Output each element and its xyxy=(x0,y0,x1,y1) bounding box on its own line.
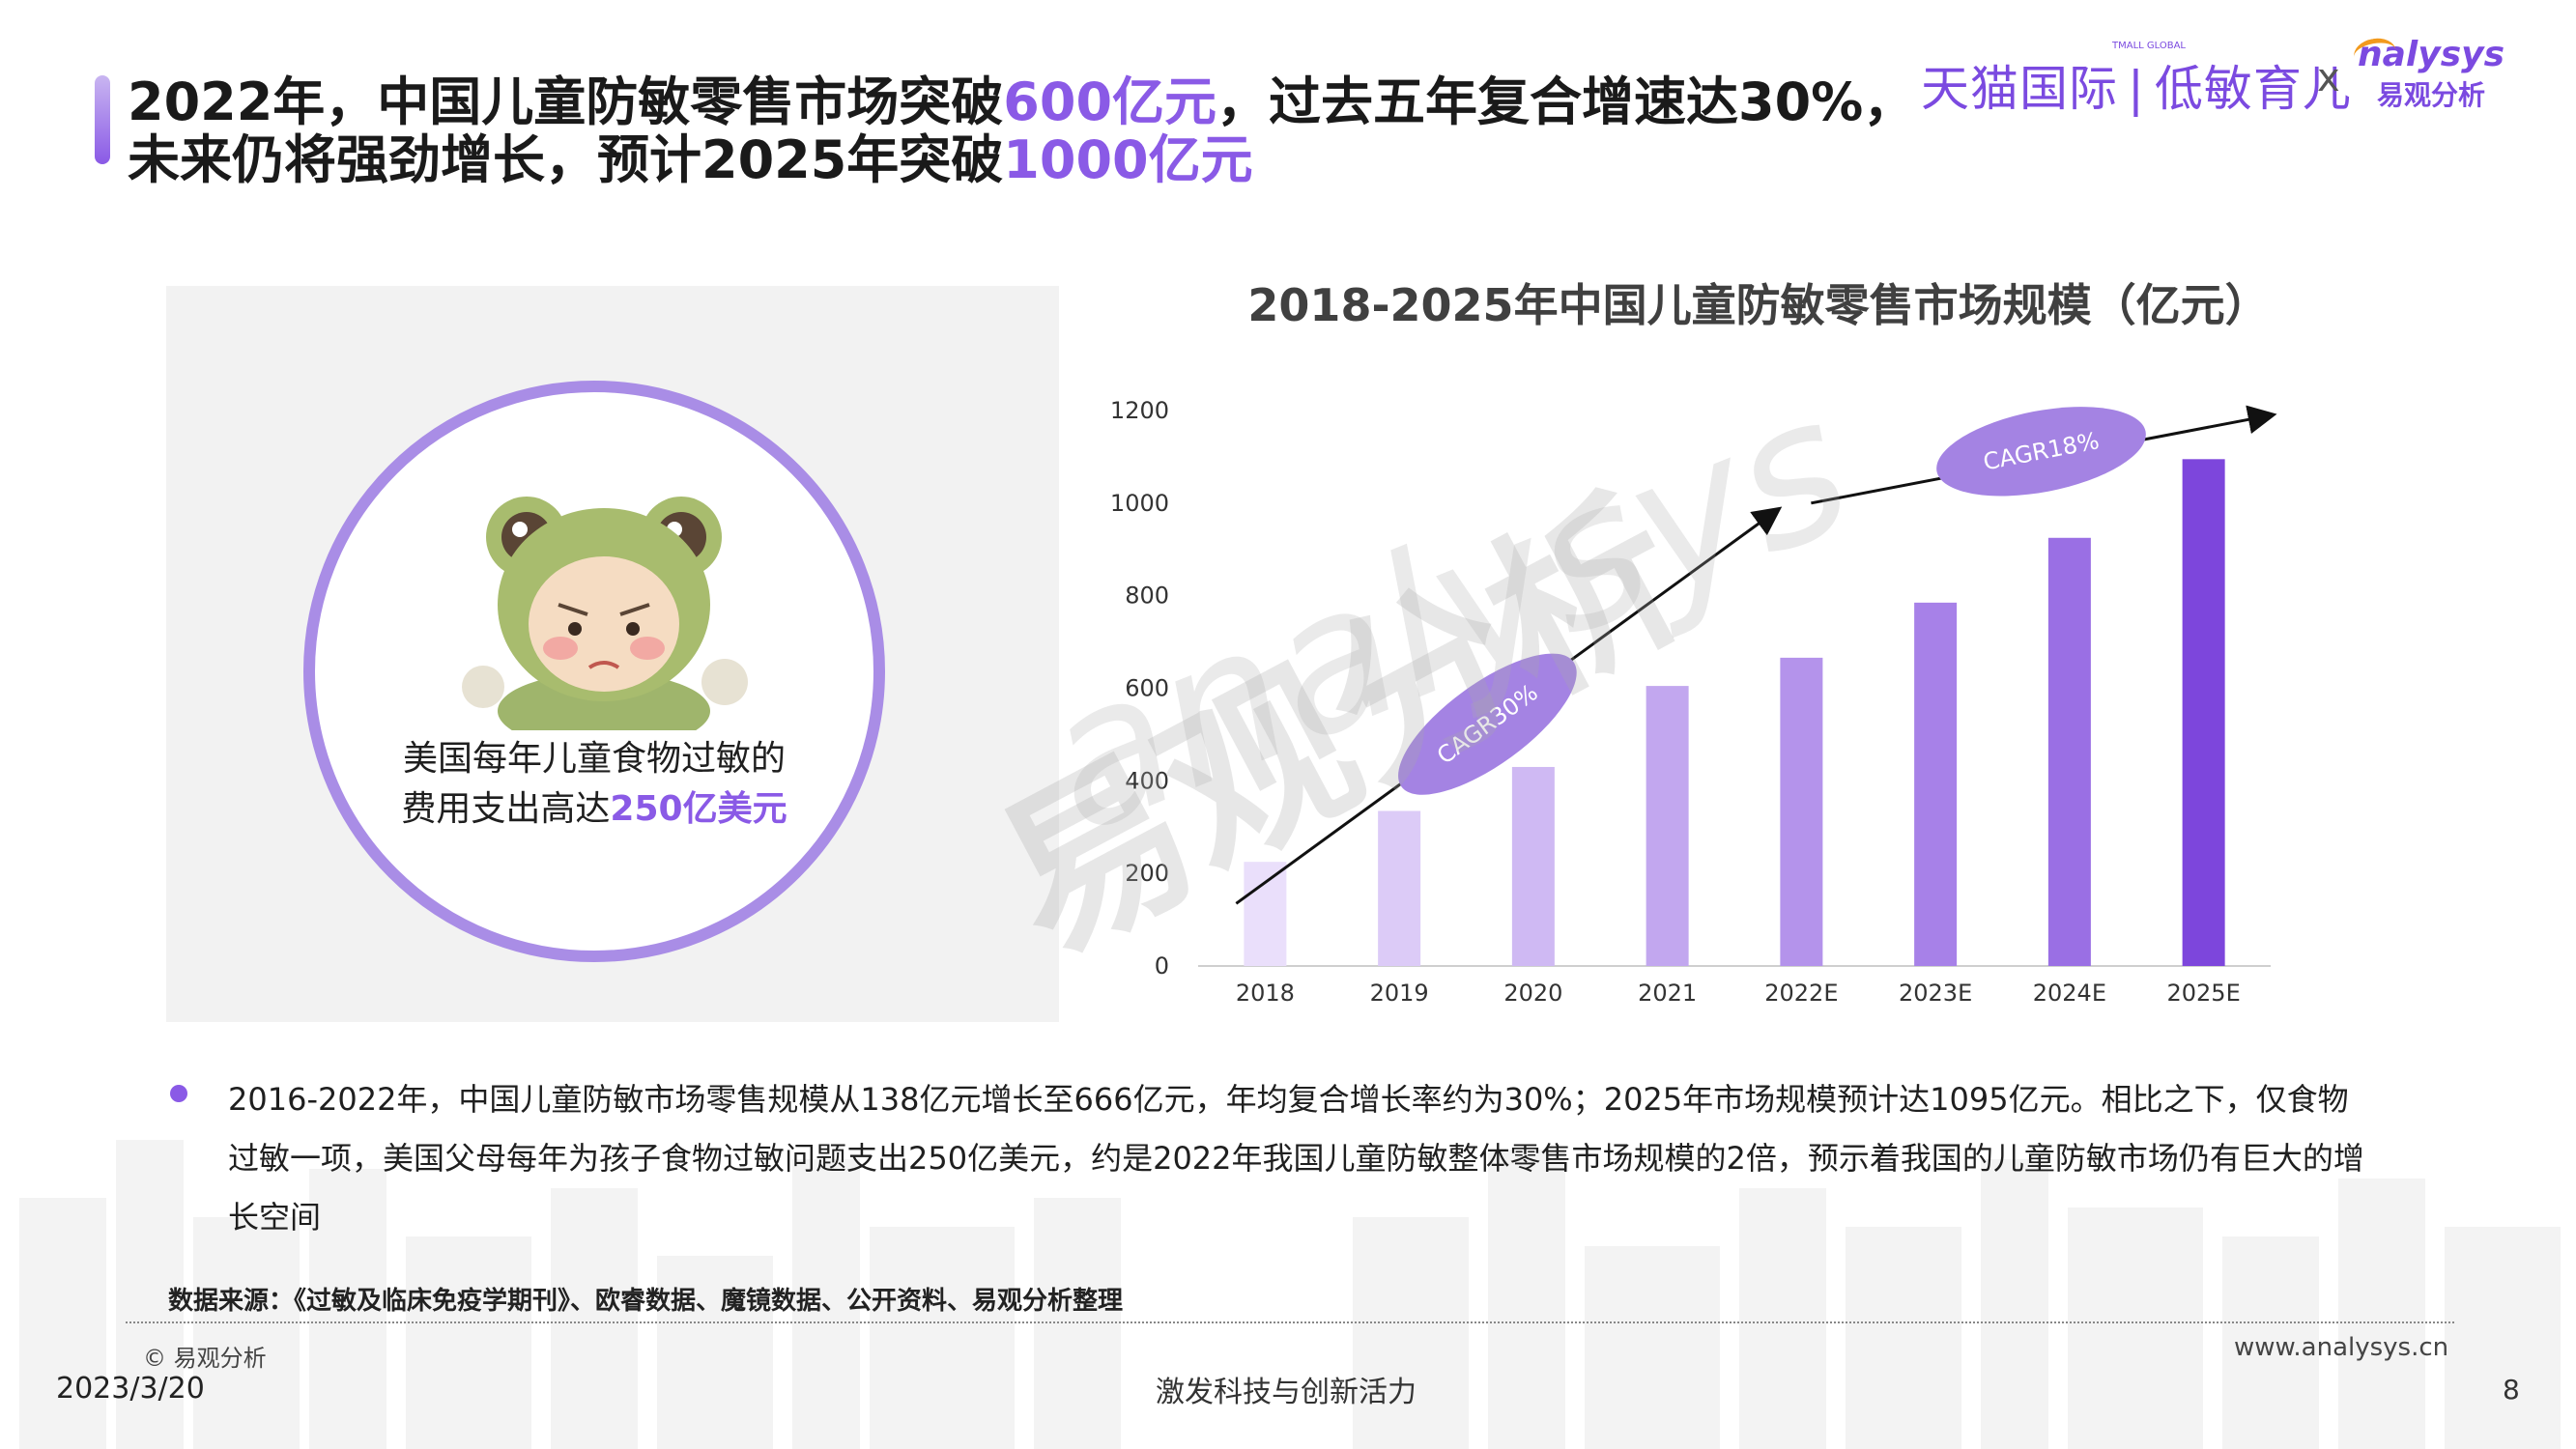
cagr-badge-shape xyxy=(1398,653,1577,795)
callout-line2: 费用支出高达 xyxy=(401,789,611,829)
tmall-brand-text: 天猫国际 xyxy=(1921,61,2118,117)
bar-2019 xyxy=(1378,810,1421,966)
tmall-global-small-text: TMALL GLOBAL xyxy=(2112,41,2187,51)
title-line1-tail: ，过去五年复合增速达30%， xyxy=(1216,71,1916,132)
page-number: 8 xyxy=(2503,1374,2520,1406)
page-title: 2022年，中国儿童防敏零售市场突破600亿元，过去五年复合增速达30%， 未来… xyxy=(128,73,1963,189)
x-tick-label: 2023E xyxy=(1899,980,1972,1007)
copyright: © 易观分析 xyxy=(143,1345,267,1372)
tmall-global-logo: TMALL GLOBAL 天猫国际 | 低敏育儿 xyxy=(1921,41,2352,120)
callout-highlight-amount: 250亿美元 xyxy=(610,789,787,829)
y-tick-label: 200 xyxy=(1125,860,1169,887)
low-allergy-brand-text: 低敏育儿 xyxy=(2154,61,2352,117)
analysys-logo-zh: 易观分析 xyxy=(2376,79,2485,111)
analysys-logo: nalysys 易观分析 xyxy=(2351,35,2508,113)
slogan: 激发科技与创新活力 xyxy=(1156,1376,1417,1409)
y-tick-label: 1000 xyxy=(1110,490,1169,517)
data-source: 数据来源：《过敏及临床免疫学期刊》、欧睿数据、魔镜数据、公开资料、易观分析整理 xyxy=(168,1287,1124,1316)
bar-2025E xyxy=(2182,459,2225,966)
footer-divider xyxy=(126,1321,2454,1323)
bar-2024E xyxy=(2047,537,2091,966)
title-line1-text: 2022年，中国儿童防敏零售市场突破 xyxy=(128,71,1004,132)
frog-costume-child-illustration xyxy=(462,497,748,730)
bar-2023E xyxy=(1914,602,1958,966)
y-tick-label: 600 xyxy=(1125,675,1169,702)
x-tick-label: 2020 xyxy=(1503,980,1562,1007)
bar-2022E xyxy=(1780,657,1823,966)
analysys-logo-en: nalysys xyxy=(2357,35,2505,74)
callout-text: 美国每年儿童食物过敏的 费用支出高达250亿美元 xyxy=(319,734,870,835)
brand-divider: | xyxy=(2128,61,2145,117)
x-tick-label: 2025E xyxy=(2167,980,2241,1007)
brand-collab-x: x xyxy=(2317,56,2340,100)
title-highlight-600: 600亿元 xyxy=(1003,71,1217,132)
y-tick-label: 400 xyxy=(1125,767,1169,794)
x-tick-label: 2022E xyxy=(1764,980,1838,1007)
city-skyline-background xyxy=(19,1140,2561,1449)
x-tick-label: 2019 xyxy=(1370,980,1429,1007)
chart-title: 2018-2025年中国儿童防敏零售市场规模（亿元） xyxy=(1247,279,2270,331)
report-date: 2023/3/20 xyxy=(56,1372,205,1406)
cagr-badge-shape xyxy=(1936,407,2146,497)
title-accent-bar xyxy=(95,75,110,164)
cagr-badge: CAGR18% xyxy=(1936,407,2146,497)
bar-2020 xyxy=(1511,766,1555,966)
y-tick-label: 0 xyxy=(1155,952,1169,980)
bar-2018 xyxy=(1244,862,1287,966)
x-tick-label: 2021 xyxy=(1638,980,1697,1007)
x-tick-label: 2024E xyxy=(2033,980,2106,1007)
title-line2-text: 未来仍将强劲增长，预计2025年突破 xyxy=(128,129,1004,190)
x-tick-label: 2018 xyxy=(1236,980,1295,1007)
website-link[interactable]: www.analysys.cn xyxy=(2234,1333,2449,1362)
bar-chart: 0 200 400 600 800 1000 1200 2018 2019 2020 2021 202… xyxy=(1110,397,2277,1007)
summary-paragraph: 2016-2022年，中国儿童防敏市场零售规模从138亿元增长至666亿元，年均… xyxy=(228,1081,2364,1236)
bullet-dot-icon xyxy=(170,1085,187,1102)
title-highlight-1000: 1000亿元 xyxy=(1003,129,1253,190)
bar-2021 xyxy=(1646,686,1689,966)
callout-line1: 美国每年儿童食物过敏的 xyxy=(402,739,786,779)
y-tick-label: 800 xyxy=(1125,582,1169,610)
y-tick-label: 1200 xyxy=(1110,397,1169,424)
